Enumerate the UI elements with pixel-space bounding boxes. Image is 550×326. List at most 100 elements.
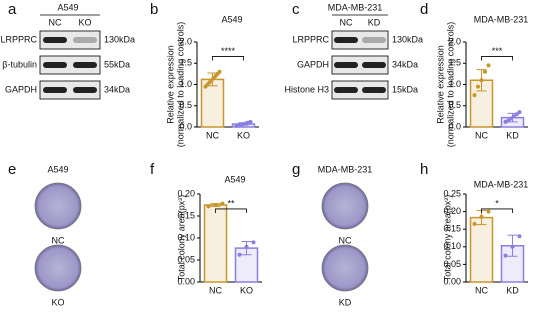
data-point [206, 204, 211, 209]
colony-dish [321, 244, 369, 292]
x-tick-label: KO [237, 130, 250, 140]
data-point [472, 221, 477, 226]
lane-label: KO [78, 17, 91, 27]
size-label: 34kDa [392, 59, 418, 69]
blot-frame [331, 80, 389, 100]
data-point [476, 84, 480, 89]
data-point [220, 201, 225, 206]
panel-letter: a [8, 1, 17, 18]
blot-frame [331, 55, 389, 75]
significance-bracket [481, 56, 513, 61]
y-tick-label: 0.10 [443, 241, 461, 251]
data-point [217, 69, 222, 74]
protein-label: GAPDH [5, 84, 37, 94]
y-axis-label: Relative expression [165, 45, 175, 124]
data-point [213, 203, 218, 207]
y-axis-label: Relative expression [435, 45, 445, 124]
size-label: 15kDa [392, 84, 418, 94]
colony-dish [321, 182, 369, 230]
lane-label: NC [49, 17, 62, 27]
y-tick-label: 1.5 [448, 58, 461, 68]
panel-letter: b [150, 1, 158, 18]
blot-band [43, 87, 67, 93]
data-point [237, 252, 242, 257]
colony-label: NC [339, 235, 352, 245]
x-tick-label: NC [475, 285, 488, 295]
chart-title: MDA-MB-231 [474, 14, 529, 24]
data-point [517, 110, 522, 115]
y-tick-label: 0.00 [443, 276, 461, 286]
x-tick-label: NC [475, 130, 488, 140]
protein-label: LRPPRC [292, 34, 329, 44]
y-axis-label: Total colony area(px²) [442, 195, 452, 282]
significance-label: ** [227, 198, 235, 208]
colony-label: NC [52, 235, 65, 245]
y-tick-label: 0.05 [177, 254, 195, 264]
colony-dish [34, 244, 82, 292]
panel-letter: h [420, 161, 428, 178]
blot-frame [39, 80, 101, 100]
colony-title: MDA-MB-231 [318, 164, 373, 174]
y-tick-label: 0.5 [179, 100, 192, 110]
significance-label: *** [492, 46, 503, 56]
y-tick-label: 0.15 [177, 210, 195, 220]
data-point [244, 244, 249, 249]
data-point [486, 63, 491, 68]
significance-label: * [495, 198, 499, 208]
data-point [486, 209, 491, 214]
chart-title: A549 [224, 174, 245, 184]
data-point [509, 116, 514, 121]
x-tick-label: NC [209, 285, 222, 295]
y-tick-label: 0.05 [443, 259, 461, 269]
blot-title: A549 [57, 2, 78, 12]
data-point [483, 69, 487, 74]
y-tick-label: 0.15 [443, 224, 461, 234]
x-tick-label: KD [506, 285, 519, 295]
colony-label: KD [339, 297, 352, 307]
data-point [503, 253, 508, 258]
data-point [479, 214, 484, 219]
colony-title: A549 [47, 164, 68, 174]
size-label: 130kDa [104, 34, 135, 44]
blot-title: MDA-MB-231 [328, 2, 383, 12]
y-tick-label: 0.20 [177, 188, 195, 198]
y-tick-label: 1.0 [448, 79, 461, 89]
y-axis-label: Total colony area(px²) [176, 195, 186, 282]
blot-band [362, 87, 386, 93]
chart-title: MDA-MB-231 [474, 179, 529, 189]
data-point [479, 78, 484, 83]
data-point [248, 119, 253, 124]
size-label: 55kDa [104, 59, 130, 69]
significance-bracket [215, 208, 247, 213]
y-tick-label: 0.00 [177, 276, 195, 286]
blot-band [334, 37, 358, 43]
panel-letter: f [150, 161, 155, 178]
blot-band [73, 87, 97, 93]
blot-band [362, 62, 386, 68]
size-label: 34kDa [104, 84, 130, 94]
colony-dish [34, 182, 82, 230]
protein-label: GAPDH [297, 59, 329, 69]
data-point [510, 244, 515, 249]
data-point [511, 114, 516, 119]
y-tick-label: 0.25 [443, 188, 461, 198]
y-tick-label: 0.20 [443, 206, 461, 216]
blot-frame [331, 30, 389, 50]
blot-band [43, 62, 67, 68]
data-point [251, 240, 256, 245]
y-tick-label: 1.0 [179, 79, 192, 89]
blot-band [334, 87, 358, 93]
lane-label: KD [368, 17, 381, 27]
significance-bracket [481, 208, 513, 213]
x-tick-label: KD [506, 130, 519, 140]
data-point [514, 112, 519, 117]
panel-letter: d [420, 1, 428, 18]
colony-label: KO [51, 297, 64, 307]
y-tick-label: 2.0 [179, 36, 192, 46]
protein-label: LRPPRC [0, 34, 37, 44]
y-tick-label: 0.0 [448, 121, 461, 131]
lane-label: NC [340, 17, 353, 27]
data-point [472, 93, 477, 98]
blot-band [73, 62, 97, 68]
